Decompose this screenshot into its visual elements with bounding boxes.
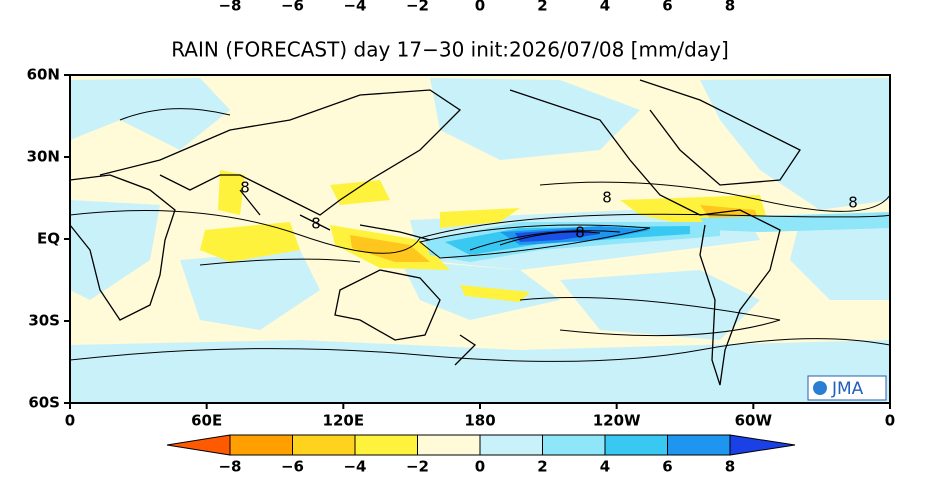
colorbar-label: −6 bbox=[281, 458, 304, 476]
contour-label: 8 bbox=[602, 189, 612, 207]
lon-label: 120E bbox=[323, 412, 365, 430]
colorbar-box bbox=[417, 434, 481, 456]
lon-label: 180 bbox=[464, 412, 495, 430]
colorbar-label: 2 bbox=[537, 458, 547, 476]
colorbar-box bbox=[479, 434, 543, 456]
colorbar-label: −2 bbox=[406, 458, 429, 476]
title: RAIN (FORECAST) day 17−30 init:2026/07/0… bbox=[171, 38, 729, 62]
lon-label: 120W bbox=[593, 412, 641, 430]
top-scale-label: 4 bbox=[600, 0, 610, 15]
colorbar-box bbox=[542, 434, 606, 456]
map-field bbox=[70, 75, 890, 403]
lon-label: 0 bbox=[885, 412, 895, 430]
top-scale-label: 8 bbox=[725, 0, 735, 15]
contour-label: 8 bbox=[848, 194, 858, 212]
logo: JMA bbox=[831, 379, 864, 399]
colorbar-box bbox=[604, 434, 668, 456]
lon-label: 60E bbox=[191, 412, 222, 430]
colorbar bbox=[166, 434, 796, 456]
colorbar-box bbox=[229, 434, 293, 456]
top-scale-label: −6 bbox=[281, 0, 304, 15]
lat-label: 60N bbox=[27, 66, 60, 84]
colorbar-label: 4 bbox=[600, 458, 610, 476]
lon-label: 60W bbox=[735, 412, 773, 430]
colorbar-label: 0 bbox=[475, 458, 485, 476]
top-scale-label: −8 bbox=[218, 0, 241, 15]
lat-label: 60S bbox=[28, 394, 60, 412]
lat-label: 30N bbox=[27, 148, 60, 166]
lat-label: 30S bbox=[28, 312, 60, 330]
top-scale-label: 2 bbox=[537, 0, 547, 15]
top-scale-label: 0 bbox=[475, 0, 485, 15]
colorbar-label: −8 bbox=[218, 458, 241, 476]
lon-label: 0 bbox=[65, 412, 75, 430]
colorbar-box bbox=[292, 434, 356, 456]
colorbar-label: −4 bbox=[343, 458, 366, 476]
contour-label: 8 bbox=[240, 179, 250, 197]
colorbar-label: 8 bbox=[725, 458, 735, 476]
logo-icon bbox=[813, 381, 827, 395]
contour-label: 8 bbox=[575, 224, 585, 242]
colorbar-label: 6 bbox=[662, 458, 672, 476]
top-scale-label: −4 bbox=[343, 0, 366, 15]
top-scale-label: −2 bbox=[406, 0, 429, 15]
lat-label: EQ bbox=[37, 230, 60, 248]
top-scale-label: 6 bbox=[662, 0, 672, 15]
colorbar-box bbox=[667, 434, 731, 456]
colorbar-box bbox=[354, 434, 418, 456]
contour-label: 8 bbox=[311, 215, 321, 233]
